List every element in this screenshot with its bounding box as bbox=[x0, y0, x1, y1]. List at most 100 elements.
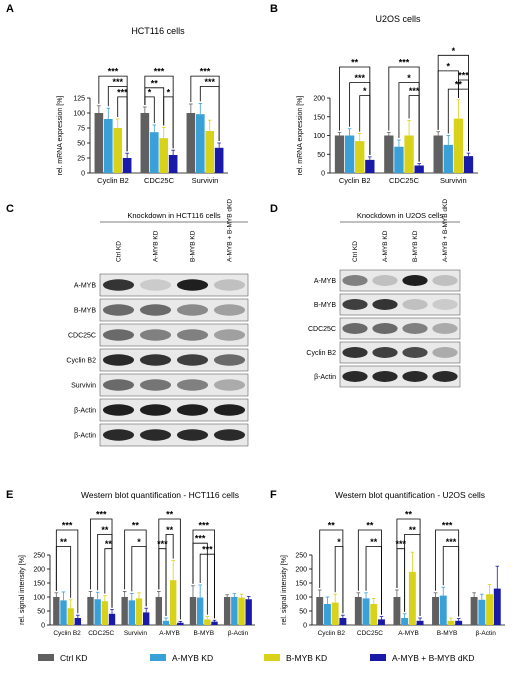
bar-F-4-2 bbox=[486, 594, 494, 625]
bar-E-5-3 bbox=[245, 599, 252, 625]
blot-band bbox=[372, 275, 398, 286]
blot-band bbox=[432, 299, 458, 310]
bar-E-1-0 bbox=[87, 597, 94, 625]
blot-band bbox=[342, 347, 368, 358]
bar-E-4-0 bbox=[189, 597, 197, 625]
lane-label: A-MYB + B-MYB dKD bbox=[442, 199, 449, 262]
significance-bracket bbox=[144, 96, 155, 123]
category-label: B-MYB bbox=[193, 630, 214, 637]
significance-marker: ** bbox=[166, 510, 174, 520]
bar-A-0-0 bbox=[94, 113, 104, 173]
lane-label: B-MYB KD bbox=[190, 230, 197, 262]
y-tick-label: 50 bbox=[37, 609, 45, 616]
significance-marker: * bbox=[167, 87, 171, 97]
blot-band bbox=[176, 304, 209, 316]
category-label: A-MYB bbox=[159, 630, 180, 637]
chart-B: U2OS cells 0 50 100 150 200 rel. mRNA expressi… bbox=[297, 14, 478, 185]
bar-F-0-1 bbox=[323, 604, 331, 625]
bar-E-1-1 bbox=[94, 599, 101, 625]
blot-band bbox=[402, 275, 428, 286]
bar-F-2-0 bbox=[393, 597, 401, 625]
bar-A-1-3 bbox=[168, 155, 178, 173]
y-tick-label: 150 bbox=[295, 581, 307, 588]
y-tick-label: 75 bbox=[77, 126, 85, 133]
blot-row-label: β-Actin bbox=[314, 374, 336, 381]
significance-marker: ** bbox=[60, 537, 68, 547]
significance-marker: *** bbox=[399, 58, 410, 68]
bar-E-3-0 bbox=[155, 597, 163, 625]
bar-B-1-3 bbox=[414, 165, 424, 173]
blot-band bbox=[102, 404, 135, 416]
blot-row-label: Cyclin B2 bbox=[306, 350, 336, 357]
blot-strip bbox=[99, 348, 249, 372]
bar-E-2-0 bbox=[121, 597, 128, 625]
significance-bracket bbox=[192, 542, 208, 615]
bar-B-0-2 bbox=[355, 141, 365, 173]
significance-marker: ** bbox=[105, 539, 113, 549]
bar-F-1-2 bbox=[370, 604, 378, 625]
blot-band bbox=[213, 354, 246, 366]
significance-bracket bbox=[457, 79, 469, 152]
blot-band bbox=[102, 304, 135, 316]
y-tick-label: 0 bbox=[303, 623, 307, 630]
significance-bracket bbox=[117, 96, 128, 152]
bar-B-2-0 bbox=[433, 135, 443, 173]
significance-marker: *** bbox=[446, 537, 457, 547]
y-tick-label: 200 bbox=[295, 567, 307, 574]
bar-E-4-2 bbox=[204, 619, 211, 625]
chart-A: HCT116 cells 0 25 50 75 100 125 rel. mRNA expre… bbox=[57, 26, 228, 185]
panel-letter-A: A bbox=[6, 3, 14, 15]
blot-band bbox=[176, 429, 209, 441]
blot-band bbox=[372, 347, 398, 358]
blot-strip bbox=[99, 423, 249, 447]
significance-marker: * bbox=[447, 61, 451, 71]
y-tick-label: 50 bbox=[299, 609, 307, 616]
bar-A-1-2 bbox=[159, 138, 169, 173]
blot-band bbox=[139, 279, 172, 291]
significance-marker: *** bbox=[96, 510, 107, 520]
legend-label: B-MYB KD bbox=[286, 653, 327, 663]
blot-band bbox=[176, 329, 209, 341]
blot-D: Knockdown in U2OS cells Ctrl KD A-MYB KD B-… bbox=[306, 199, 461, 388]
bar-F-1-0 bbox=[354, 597, 362, 625]
blot-row-label: Cyclin B2 bbox=[66, 358, 96, 365]
bar-F-3-1 bbox=[439, 595, 447, 625]
significance-marker: ** bbox=[101, 525, 109, 535]
blot-band bbox=[432, 323, 458, 334]
bar-A-1-0 bbox=[140, 113, 150, 173]
category-label: CDC25C bbox=[357, 630, 383, 637]
significance-bracket bbox=[199, 553, 215, 619]
blot-band bbox=[213, 404, 246, 416]
bar-E-4-1 bbox=[196, 597, 204, 625]
bar-E-2-1 bbox=[128, 600, 136, 625]
category-label: Cyclin B2 bbox=[53, 630, 81, 637]
blot-band bbox=[402, 347, 428, 358]
significance-marker: * bbox=[452, 46, 456, 56]
significance-bracket bbox=[55, 546, 72, 598]
blot-row-label: CDC25C bbox=[68, 333, 96, 340]
panel-letter-C: C bbox=[6, 203, 14, 215]
y-axis-label: rel. signal intensity [%] bbox=[19, 555, 26, 625]
category-label: Survivin bbox=[192, 176, 219, 185]
legend-swatch-2 bbox=[264, 654, 280, 661]
blot-band bbox=[139, 429, 172, 441]
bar-B-2-3 bbox=[463, 156, 474, 173]
bar-A-2-0 bbox=[186, 113, 196, 173]
blot-row-label: β-Actin bbox=[74, 433, 96, 440]
lane-label: Ctrl KD bbox=[352, 241, 359, 262]
blot-band bbox=[372, 371, 398, 382]
y-tick-label: 150 bbox=[313, 114, 325, 121]
bar-A-0-1 bbox=[103, 119, 113, 173]
category-label: Survivin bbox=[124, 630, 148, 637]
bar-E-2-3 bbox=[142, 612, 150, 625]
blot-strip bbox=[99, 298, 249, 322]
blot-row-label: CDC25C bbox=[308, 326, 336, 333]
bar-F-2-3 bbox=[416, 620, 424, 625]
blot-band bbox=[372, 323, 398, 334]
blot-strip bbox=[99, 323, 249, 347]
bar-B-0-1 bbox=[344, 135, 355, 173]
significance-marker: * bbox=[337, 537, 341, 547]
bar-A-2-1 bbox=[195, 114, 205, 173]
significance-marker: *** bbox=[112, 77, 123, 87]
